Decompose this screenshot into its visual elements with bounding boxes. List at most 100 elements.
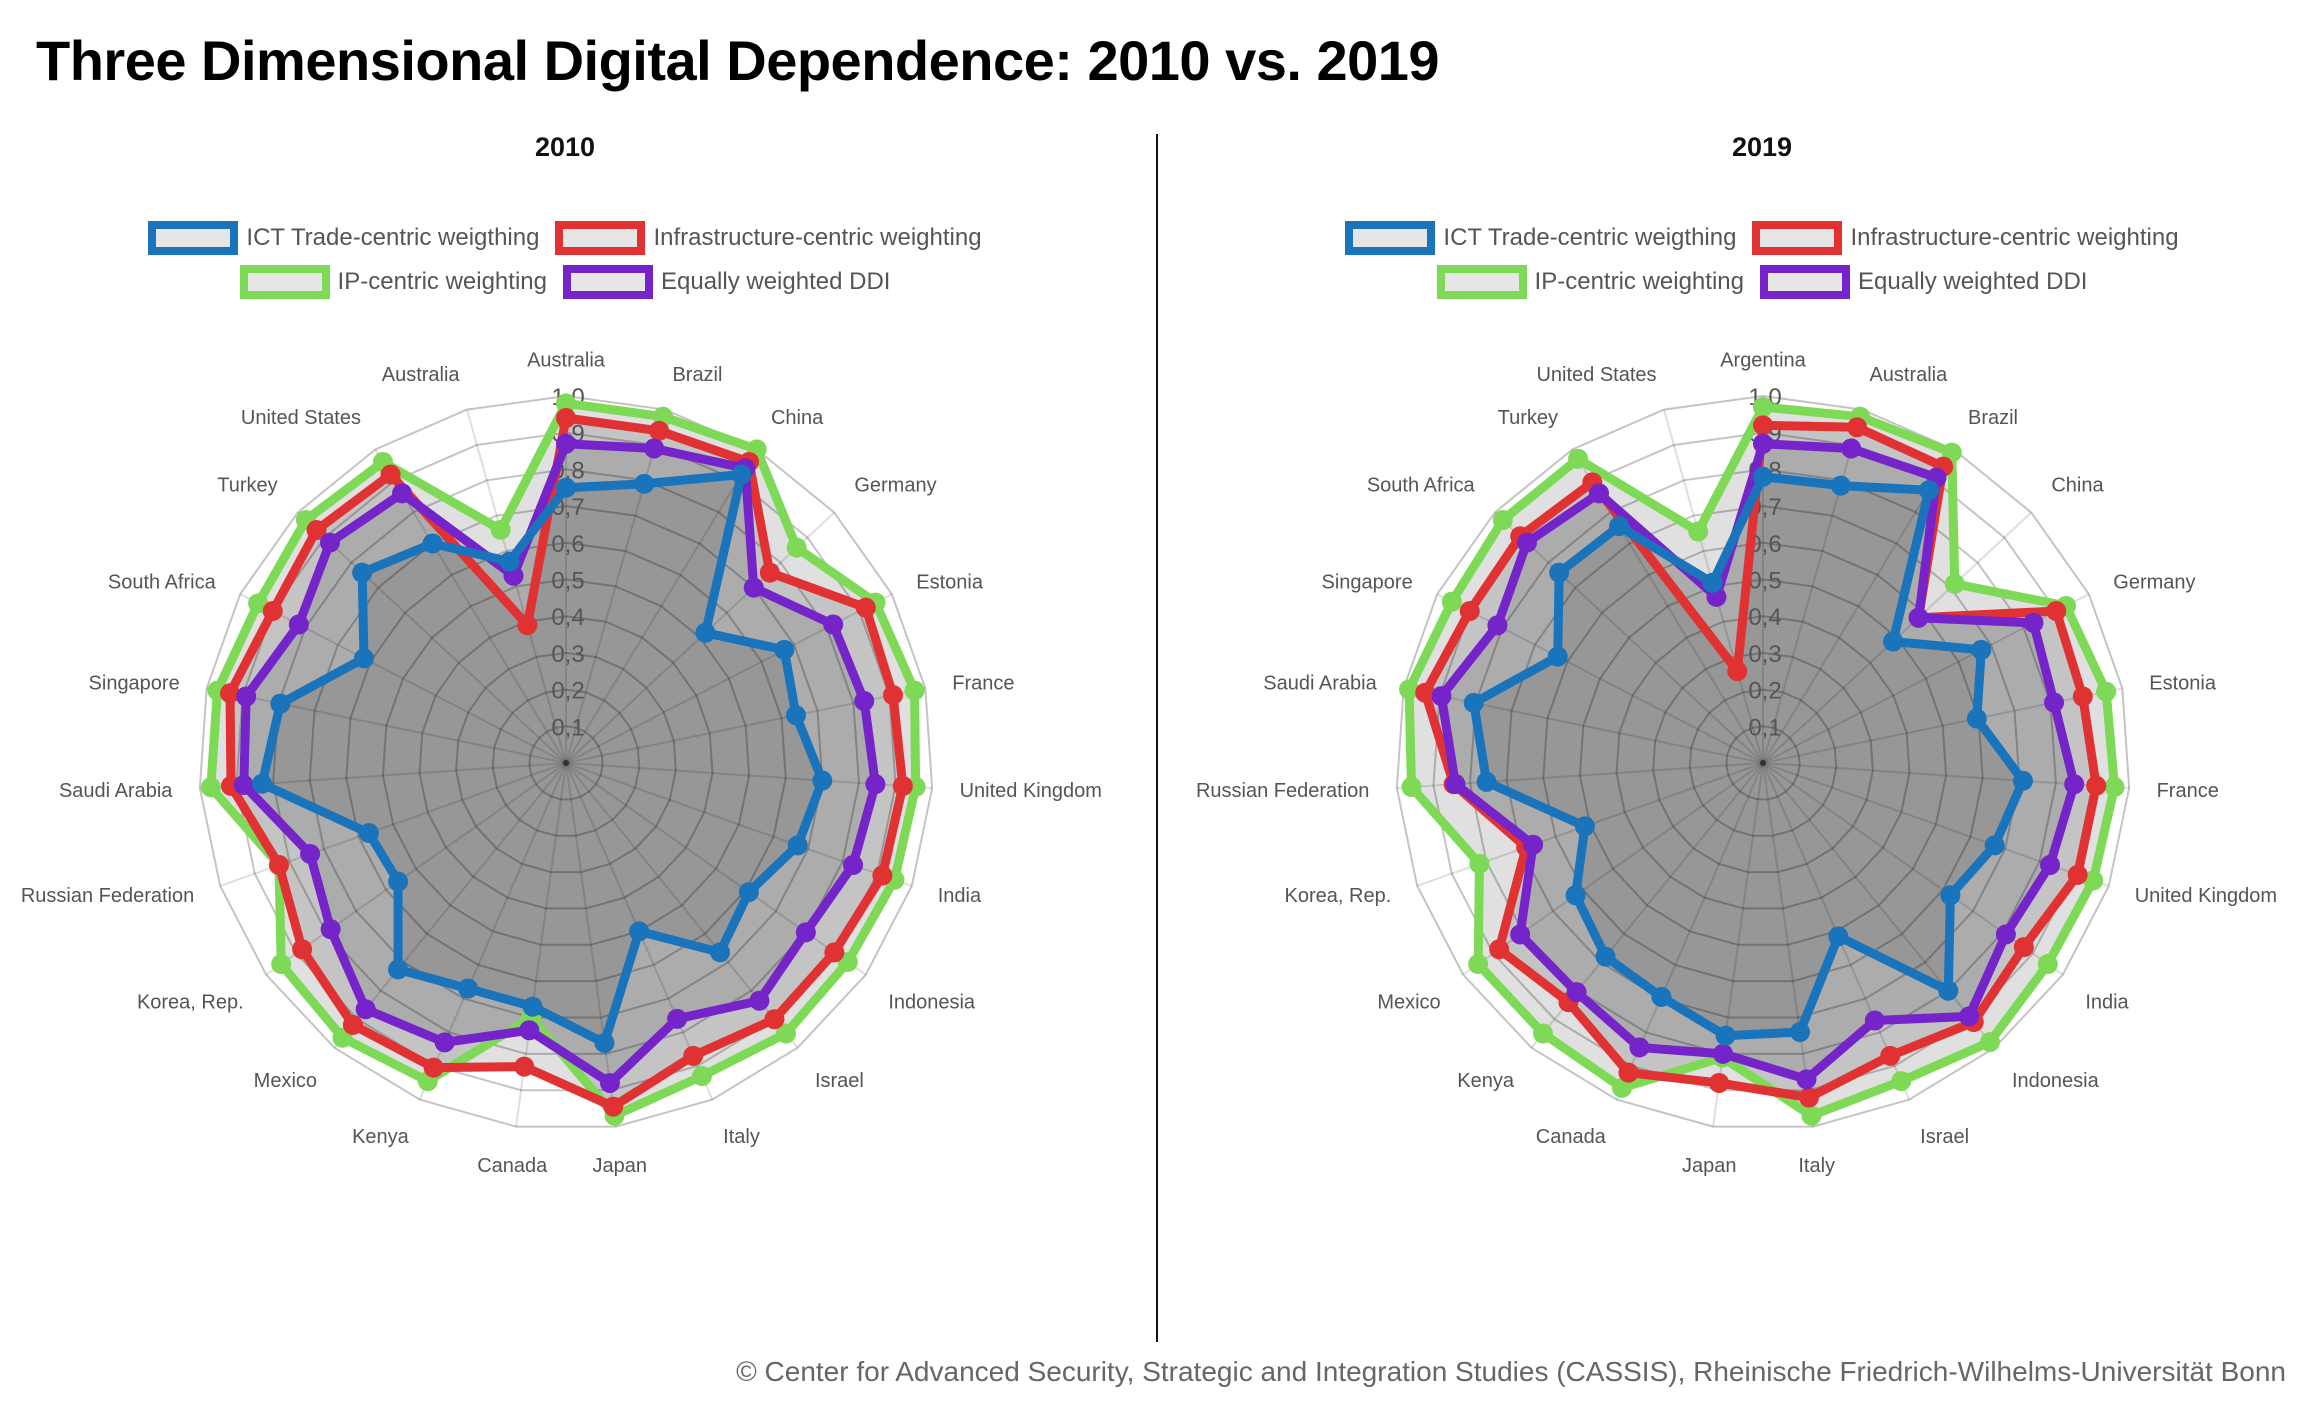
legend-2010: ICT Trade-centric weigthing Infrastructu…	[0, 216, 1130, 304]
data-point	[2044, 692, 2065, 713]
data-point	[380, 464, 401, 485]
data-point	[2096, 681, 2117, 702]
data-point	[1702, 572, 1723, 593]
grid-ring	[455, 651, 677, 874]
data-point	[320, 919, 341, 940]
grid-spoke	[206, 687, 567, 764]
category-label: Mexico	[1377, 992, 1440, 1014]
data-point	[1753, 466, 1773, 487]
data-point	[1549, 562, 1570, 583]
data-point	[514, 1056, 535, 1077]
series-line	[1469, 472, 2028, 1041]
category-label: Japan	[592, 1155, 647, 1177]
data-point	[1798, 1087, 1819, 1108]
data-point	[1979, 1031, 2000, 1052]
data-point	[776, 1023, 797, 1044]
category-label: Japan	[1682, 1155, 1737, 1177]
grid-ring	[528, 725, 604, 801]
data-point	[1574, 816, 1595, 837]
data-point	[603, 1096, 624, 1117]
legend-item-ip[interactable]: IP-centric weighting	[239, 265, 547, 299]
data-point	[1715, 1025, 1736, 1046]
data-point	[795, 922, 816, 943]
category-label: Canada	[477, 1155, 548, 1177]
grid-ring	[345, 541, 787, 983]
legend-swatch	[562, 265, 653, 299]
radial-tick-label: 0,3	[1748, 641, 1781, 668]
data-point	[1463, 692, 1484, 713]
data-point	[1753, 397, 1773, 418]
panel-divider	[1156, 134, 1158, 1342]
legend-2019: ICT Trade-centric weigthing Infrastructu…	[1197, 216, 2318, 304]
data-point	[262, 601, 283, 622]
data-point	[1611, 1077, 1632, 1098]
data-point	[691, 1066, 712, 1087]
data-point	[743, 577, 764, 598]
legend-label: Equally weighted DDI	[660, 268, 891, 295]
data-point	[1883, 631, 1904, 652]
data-point	[355, 999, 376, 1020]
data-point	[599, 1072, 620, 1093]
grid-ring	[1395, 394, 2131, 1128]
data-point	[1864, 1010, 1885, 1031]
category-label: Saudi Arabia	[59, 780, 173, 802]
grid-spoke	[1762, 762, 1814, 1127]
series-line	[239, 439, 880, 1088]
data-point	[710, 942, 731, 963]
grid-spoke	[1762, 409, 1863, 764]
data-point	[1971, 639, 1992, 660]
data-point	[1995, 924, 2016, 945]
category-label: Brazil	[672, 364, 722, 386]
legend-item-ip[interactable]: IP-centric weighting	[1436, 265, 1744, 299]
data-point	[1966, 708, 1987, 729]
data-point	[855, 597, 876, 618]
grid-ring	[1725, 725, 1801, 801]
data-point	[2104, 777, 2125, 798]
data-point	[629, 921, 650, 942]
category-label: United States	[241, 407, 361, 429]
data-point	[352, 562, 373, 583]
data-point	[556, 408, 576, 429]
data-point	[695, 622, 716, 643]
legend-item-equal[interactable]: Equally weighted DDI	[1759, 265, 2088, 299]
data-point	[252, 773, 273, 794]
data-point	[1487, 615, 1508, 636]
category-label: France	[952, 673, 1014, 695]
data-point	[388, 959, 409, 980]
legend-swatch	[555, 221, 646, 255]
category-label: Germany	[854, 475, 936, 497]
data-point	[1830, 475, 1851, 496]
legend-item-ict[interactable]: ICT Trade-centric weigthing	[1345, 221, 1736, 255]
data-point	[248, 593, 269, 614]
category-label: Germany	[2113, 571, 2195, 593]
series-area	[210, 403, 916, 1116]
category-label: Indonesia	[888, 992, 976, 1014]
legend-item-ict[interactable]: ICT Trade-centric weigthing	[148, 221, 539, 255]
data-point	[824, 942, 845, 963]
data-point	[1918, 480, 1939, 501]
data-point	[517, 615, 538, 636]
radial-tick-label: 0,4	[551, 604, 584, 631]
data-point	[1489, 939, 1510, 960]
category-label: Israel	[1920, 1126, 1969, 1148]
data-point	[1709, 1072, 1730, 1093]
grid-ring	[1505, 505, 2021, 1019]
category-label: United States	[1536, 364, 1656, 386]
center-dot	[563, 760, 569, 766]
legend-item-equal[interactable]: Equally weighted DDI	[562, 265, 891, 299]
data-point	[2037, 954, 2058, 975]
legend-item-infrastructure[interactable]: Infrastructure-centric weighting	[1752, 221, 2179, 255]
category-label: India	[2085, 992, 2129, 1014]
grid-spoke	[466, 409, 567, 764]
radial-tick-label: 0,2	[1748, 678, 1781, 705]
category-label: Saudi Arabia	[1263, 673, 1377, 695]
grid-ring	[308, 505, 824, 1019]
category-label: Indonesia	[2012, 1070, 2100, 1092]
data-point	[200, 777, 221, 798]
data-point	[292, 939, 313, 960]
data-point	[1984, 835, 2005, 856]
legend-label: Equally weighted DDI	[1857, 268, 2088, 295]
legend-item-infrastructure[interactable]: Infrastructure-centric weighting	[555, 221, 982, 255]
series-line	[225, 413, 908, 1112]
chart-title-2010: 2010	[534, 132, 596, 162]
